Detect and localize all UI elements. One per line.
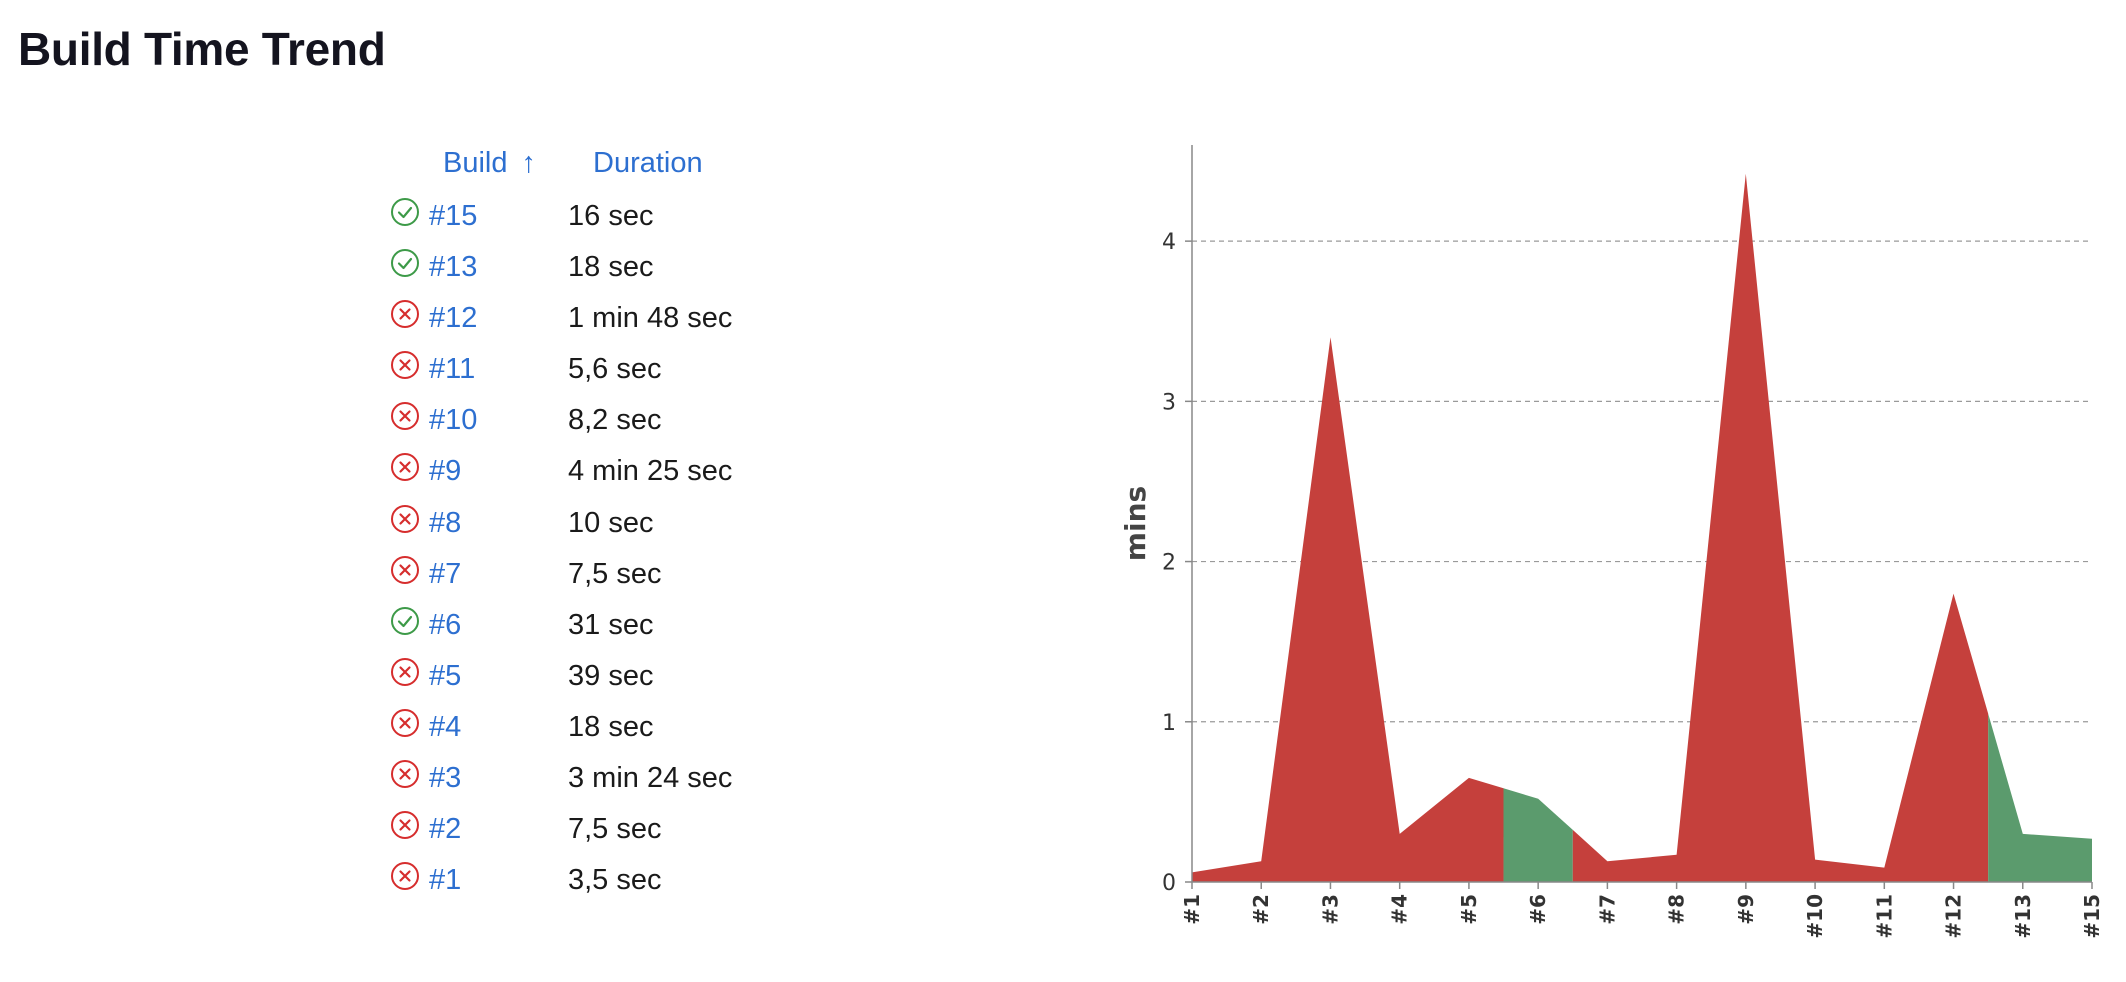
failure-x-icon [391, 862, 419, 891]
build-link[interactable]: #11 [429, 353, 476, 386]
build-duration: 5,6 sec [568, 353, 662, 386]
build-link[interactable]: #4 [429, 710, 462, 743]
x-tick-label: #13 [2011, 894, 2035, 939]
failure-x-icon [391, 811, 419, 840]
x-tick-label: #10 [1803, 894, 1827, 939]
table-row: #4 18 sec [385, 701, 805, 752]
y-tick-label: 1 [1162, 711, 1176, 736]
build-duration: 16 sec [568, 200, 654, 232]
success-check-icon [391, 249, 419, 278]
build-link[interactable]: #15 [429, 200, 478, 232]
build-link[interactable]: #5 [429, 659, 462, 692]
failure-x-icon [391, 555, 419, 584]
x-tick-label: #7 [1595, 894, 1619, 925]
build-link[interactable]: #12 [429, 302, 478, 335]
table-header: Build ↑ Duration [385, 140, 805, 190]
build-duration: 1 min 48 sec [568, 302, 733, 335]
build-duration: 7,5 sec [568, 813, 662, 846]
table-row: #1 3,5 sec [385, 854, 805, 905]
failure-x-icon [391, 760, 419, 789]
chart-areas [1192, 173, 2092, 883]
build-column-header[interactable]: Build ↑ [443, 147, 536, 180]
build-duration: 7,5 sec [568, 557, 662, 590]
failure-x-icon [391, 300, 419, 329]
failure-area [1572, 173, 1989, 883]
build-duration: 3 min 24 sec [568, 762, 733, 795]
y-tick-label: 0 [1162, 871, 1176, 896]
duration-column-header[interactable]: Duration [593, 147, 703, 179]
x-tick-label: #3 [1318, 894, 1342, 925]
table-body: #15 16 sec #13 18 sec #12 1 min 48 sec #11 5,6 … [385, 190, 805, 905]
build-duration: 31 sec [568, 608, 654, 641]
build-link[interactable]: #13 [429, 251, 478, 284]
table-row: #9 4 min 25 sec [385, 445, 805, 496]
build-link[interactable]: #8 [429, 506, 462, 539]
y-tick-label: 2 [1162, 551, 1176, 576]
x-tick-label: #4 [1388, 894, 1412, 925]
build-link[interactable]: #10 [429, 404, 478, 437]
build-table: Build ↑ Duration #15 16 sec #13 18 sec #12 1 m… [385, 140, 805, 905]
table-row: #11 5,6 sec [385, 343, 805, 394]
build-duration: 10 sec [568, 506, 654, 539]
success-area [1988, 713, 2092, 882]
build-link[interactable]: #3 [429, 762, 462, 795]
chart-axes [1185, 145, 2093, 889]
success-check-icon [391, 198, 419, 226]
build-duration: 8,2 sec [568, 404, 662, 437]
table-row: #5 39 sec [385, 650, 805, 701]
build-link[interactable]: #2 [429, 813, 462, 846]
build-link[interactable]: #6 [429, 608, 462, 641]
table-row: #10 8,2 sec [385, 394, 805, 445]
success-area [1503, 788, 1573, 882]
x-tick-label: #12 [1942, 894, 1966, 939]
table-row: #7 7,5 sec [385, 548, 805, 599]
x-tick-label: #5 [1457, 894, 1481, 925]
page-title: Build Time Trend [18, 23, 386, 75]
build-link[interactable]: #9 [429, 455, 462, 488]
y-tick-label: 4 [1162, 230, 1176, 255]
chart-labels: 0 1 2 3 4 #1 #2 #3 #4 #5 #6 #7 #8 #9 #10 #11 #12 #13 #15 mi… [1119, 230, 2104, 938]
success-check-icon [391, 606, 419, 635]
y-axis-title: mins [1119, 486, 1152, 561]
build-duration: 18 sec [568, 710, 654, 743]
x-tick-label: #11 [1872, 894, 1896, 939]
x-tick-label: #15 [2080, 894, 2104, 939]
arrow-up-icon: ↑ [521, 147, 537, 179]
failure-x-icon [391, 402, 419, 431]
table-row: #2 7,5 sec [385, 803, 805, 854]
build-duration: 3,5 sec [568, 864, 662, 897]
build-duration: 39 sec [568, 659, 654, 692]
table-row: #8 10 sec [385, 497, 805, 548]
build-duration: 4 min 25 sec [568, 455, 733, 488]
failure-x-icon [391, 504, 419, 533]
failure-x-icon [391, 657, 419, 686]
build-duration: 18 sec [568, 251, 654, 284]
build-link[interactable]: #7 [429, 557, 462, 590]
failure-x-icon [391, 351, 419, 380]
table-row: #12 1 min 48 sec [385, 292, 805, 343]
x-tick-label: #2 [1249, 894, 1273, 925]
failure-x-icon [391, 453, 419, 482]
build-link[interactable]: #1 [429, 864, 462, 897]
table-row: #6 31 sec [385, 599, 805, 650]
build-column-label: Build [443, 147, 508, 179]
x-tick-label: #9 [1734, 894, 1758, 925]
y-tick-label: 3 [1162, 390, 1176, 415]
x-tick-label: #1 [1180, 894, 1204, 925]
table-row: #13 18 sec [385, 241, 805, 292]
table-row: #3 3 min 24 sec [385, 752, 805, 803]
x-tick-label: #6 [1526, 894, 1550, 925]
table-row: #15 16 sec [385, 190, 805, 241]
x-tick-label: #8 [1665, 894, 1689, 925]
failure-area [1192, 337, 1504, 882]
failure-x-icon [391, 708, 419, 737]
